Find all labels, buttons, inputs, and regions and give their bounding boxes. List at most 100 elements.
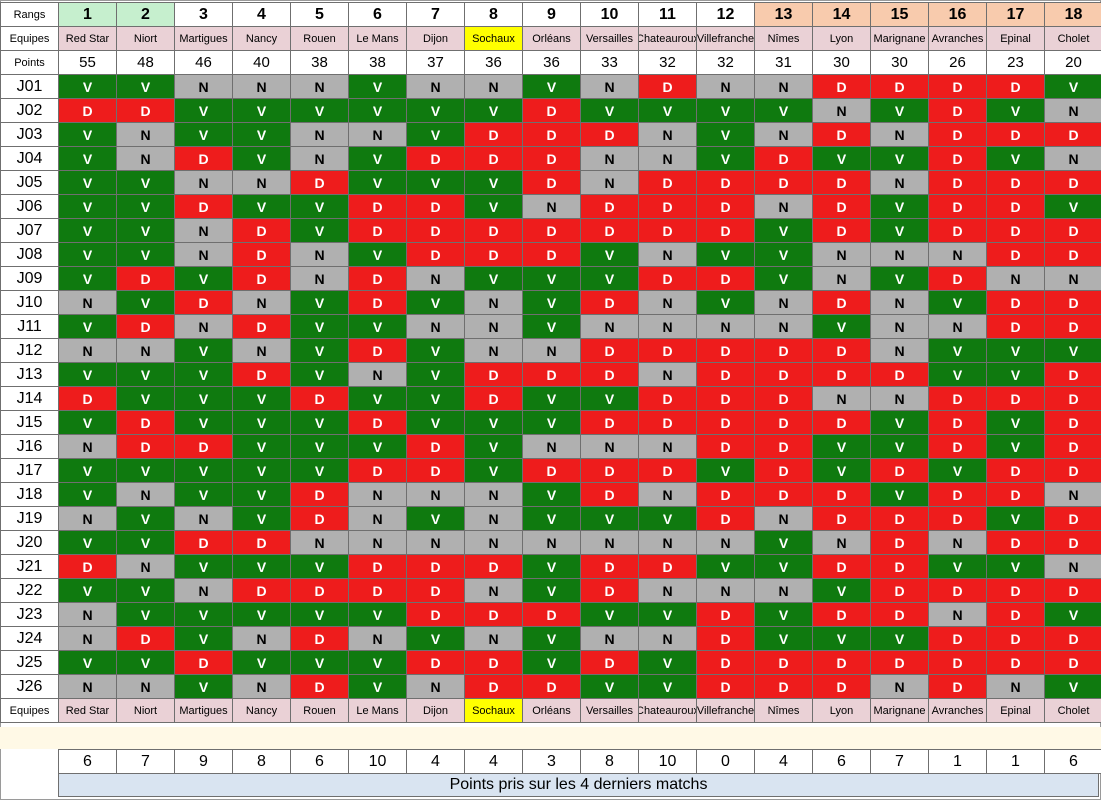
team-points-cell: 32 <box>638 50 697 75</box>
result-cell: D <box>1044 242 1101 267</box>
result-cell: N <box>522 434 581 459</box>
result-cell: V <box>116 218 175 243</box>
result-cell: D <box>812 602 871 627</box>
result-cell: N <box>870 338 929 363</box>
result-cell: N <box>638 290 697 315</box>
result-cell: V <box>174 266 233 291</box>
result-cell: V <box>986 410 1045 435</box>
team-name-cell: Rouen <box>290 26 349 51</box>
result-cell: N <box>754 578 813 603</box>
result-cell: N <box>812 98 871 123</box>
rank-cell: 18 <box>1044 2 1101 27</box>
result-cell: D <box>348 578 407 603</box>
result-cell: V <box>464 266 523 291</box>
result-cell: V <box>464 458 523 483</box>
result-cell: D <box>348 266 407 291</box>
result-cell: V <box>522 506 581 531</box>
result-cell: D <box>696 650 755 675</box>
result-cell: D <box>986 314 1045 339</box>
result-cell: V <box>406 338 465 363</box>
result-cell: N <box>754 314 813 339</box>
rank-row-label: Rangs <box>0 2 59 27</box>
result-cell: V <box>58 650 117 675</box>
result-cell: N <box>580 74 639 99</box>
result-cell: D <box>1044 458 1101 483</box>
team-points-cell: 32 <box>696 50 755 75</box>
result-cell: V <box>986 554 1045 579</box>
result-cell: N <box>464 74 523 99</box>
result-cell: D <box>464 242 523 267</box>
result-cell: D <box>1044 362 1101 387</box>
result-cell: N <box>116 554 175 579</box>
result-cell: D <box>986 626 1045 651</box>
result-cell: D <box>870 554 929 579</box>
result-cell: V <box>116 194 175 219</box>
result-cell: N <box>58 338 117 363</box>
team-points-cell: 36 <box>522 50 581 75</box>
result-cell: N <box>58 290 117 315</box>
result-cell: V <box>290 314 349 339</box>
result-cell: D <box>928 626 987 651</box>
result-cell: N <box>116 146 175 171</box>
result-cell: N <box>58 602 117 627</box>
result-cell: V <box>638 98 697 123</box>
result-cell: N <box>58 506 117 531</box>
result-cell: D <box>348 218 407 243</box>
result-cell: V <box>116 242 175 267</box>
result-cell: N <box>348 362 407 387</box>
result-cell: V <box>290 194 349 219</box>
result-cell: V <box>232 458 291 483</box>
result-cell: V <box>290 98 349 123</box>
rank-cell: 7 <box>406 2 465 27</box>
result-cell: D <box>812 362 871 387</box>
result-cell: D <box>870 650 929 675</box>
result-cell: D <box>174 650 233 675</box>
rank-cell: 17 <box>986 2 1045 27</box>
result-cell: V <box>58 122 117 147</box>
result-cell: D <box>58 554 117 579</box>
result-cell: V <box>116 506 175 531</box>
result-cell: D <box>1044 530 1101 555</box>
result-cell: V <box>754 242 813 267</box>
result-cell: D <box>348 410 407 435</box>
result-cell: N <box>290 242 349 267</box>
result-cell: N <box>174 218 233 243</box>
result-cell: V <box>174 626 233 651</box>
result-cell: D <box>928 410 987 435</box>
result-cell: D <box>812 554 871 579</box>
result-cell: D <box>928 146 987 171</box>
result-cell: V <box>232 146 291 171</box>
result-cell: D <box>638 386 697 411</box>
result-cell: D <box>290 482 349 507</box>
result-cell: D <box>580 338 639 363</box>
result-cell: N <box>638 626 697 651</box>
result-cell: V <box>116 458 175 483</box>
round-label: J14 <box>0 386 59 411</box>
result-cell: V <box>638 506 697 531</box>
team-name-cell-bottom: Sochaux <box>464 698 523 723</box>
result-cell: D <box>232 530 291 555</box>
result-cell: N <box>464 482 523 507</box>
result-cell: V <box>986 98 1045 123</box>
result-cell: N <box>1044 554 1101 579</box>
result-cell: D <box>290 506 349 531</box>
result-cell: V <box>174 338 233 363</box>
result-cell: N <box>232 170 291 195</box>
result-cell: N <box>580 530 639 555</box>
result-cell: D <box>522 146 581 171</box>
round-label: J12 <box>0 338 59 363</box>
result-cell: D <box>1044 506 1101 531</box>
result-cell: D <box>174 146 233 171</box>
result-cell: V <box>174 458 233 483</box>
result-cell: D <box>580 554 639 579</box>
result-cell: N <box>464 506 523 531</box>
result-cell: N <box>290 74 349 99</box>
result-cell: V <box>638 650 697 675</box>
team-name-cell-bottom: Villefranche <box>696 698 755 723</box>
result-cell: D <box>522 458 581 483</box>
rank-cell: 14 <box>812 2 871 27</box>
result-cell: D <box>232 362 291 387</box>
team-points-cell: 46 <box>174 50 233 75</box>
result-cell: V <box>58 218 117 243</box>
result-cell: V <box>928 338 987 363</box>
